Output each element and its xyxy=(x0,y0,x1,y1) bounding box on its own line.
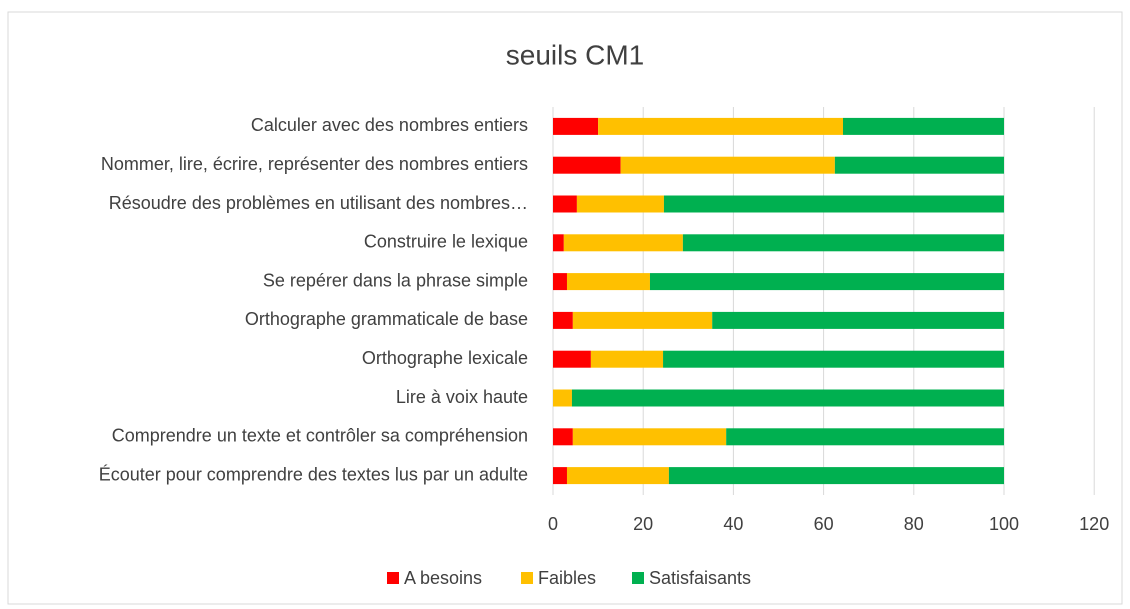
x-tick-label: 100 xyxy=(989,514,1019,534)
bar-segment xyxy=(553,350,591,368)
y-tick-label: Calculer avec des nombres entiers xyxy=(251,115,528,135)
y-tick-label: Écouter pour comprendre des textes lus p… xyxy=(99,464,528,484)
bar-segment xyxy=(663,195,1004,213)
y-tick-label: Se repérer dans la phrase simple xyxy=(263,270,528,290)
chart-title: seuils CM1 xyxy=(506,39,644,70)
bar-segment xyxy=(553,156,621,174)
bar-segment xyxy=(620,156,835,174)
chart-frame xyxy=(7,11,1123,605)
bar-segment xyxy=(553,389,572,407)
y-tick-label: Comprendre un texte et contrôler sa comp… xyxy=(112,426,528,446)
legend-swatch xyxy=(387,572,399,584)
bar-segment xyxy=(553,467,567,485)
x-tick-label: 40 xyxy=(723,514,743,534)
bar-segment xyxy=(566,273,650,291)
bar-segment xyxy=(682,234,1004,252)
bar-segment xyxy=(712,311,1004,329)
bar-segment xyxy=(563,234,683,252)
bar-segment xyxy=(566,467,669,485)
legend-label: Faibles xyxy=(538,568,596,588)
x-tick-label: 80 xyxy=(904,514,924,534)
x-tick-label: 120 xyxy=(1079,514,1109,534)
legend-swatch xyxy=(632,572,644,584)
y-tick-label: Lire à voix haute xyxy=(396,387,528,407)
bar-segment xyxy=(668,467,1004,485)
bar-segment xyxy=(842,117,1004,135)
bar-segment xyxy=(649,273,1004,291)
bar-segment xyxy=(553,273,567,291)
legend-label: Satisfaisants xyxy=(649,568,751,588)
bar-segment xyxy=(598,117,843,135)
bar-segment xyxy=(590,350,664,368)
bar-segment xyxy=(571,389,1004,407)
bar-segment xyxy=(834,156,1004,174)
x-tick-label: 0 xyxy=(548,514,558,534)
bar-segment xyxy=(553,428,573,446)
bar-segment xyxy=(576,195,664,213)
bar-segment xyxy=(726,428,1004,446)
y-tick-label: Construire le lexique xyxy=(364,232,528,252)
y-tick-label: Orthographe grammaticale de base xyxy=(245,309,528,329)
legend-swatch xyxy=(521,572,533,584)
bar-segment xyxy=(553,234,564,252)
legend-label: A besoins xyxy=(404,568,482,588)
y-tick-label: Nommer, lire, écrire, représenter des no… xyxy=(101,154,528,174)
x-tick-label: 60 xyxy=(814,514,834,534)
y-tick-label: Résoudre des problèmes en utilisant des … xyxy=(109,193,528,213)
bar-segment xyxy=(572,311,713,329)
bar-segment xyxy=(553,117,599,135)
bar-segment xyxy=(572,428,727,446)
y-tick-label: Orthographe lexicale xyxy=(362,348,528,368)
bar-segment xyxy=(553,195,577,213)
bar-segment xyxy=(553,311,573,329)
x-tick-label: 20 xyxy=(633,514,653,534)
bar-segment xyxy=(663,350,1004,368)
